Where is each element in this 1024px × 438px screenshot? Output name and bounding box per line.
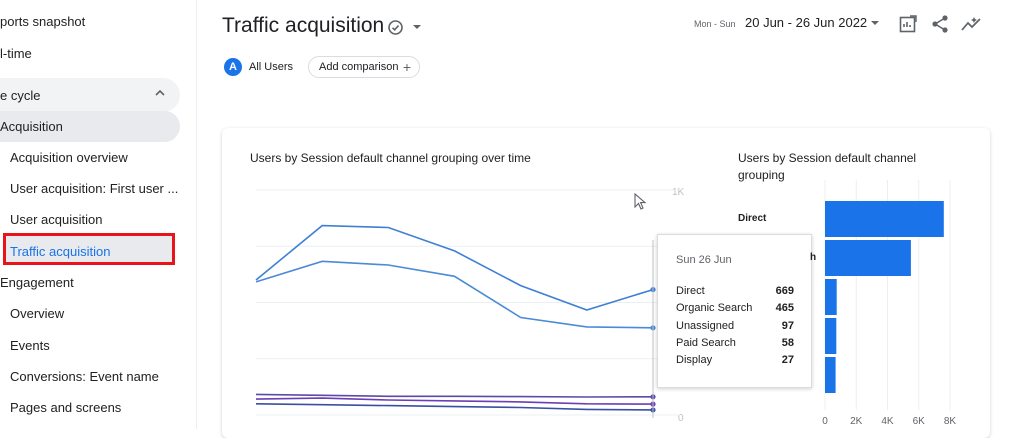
tooltip-row: Organic Search 465 — [676, 302, 794, 314]
bar-unassigned — [825, 279, 837, 315]
sidebar-item-overview[interactable]: Overview — [10, 306, 65, 321]
line-series-paid-search — [255, 397, 654, 405]
insights-icon[interactable] — [960, 14, 982, 34]
bar-x-tick-0: 0 — [822, 416, 828, 427]
sidebar-section-lifecycle-label: e cycle — [0, 88, 41, 103]
y-tick-1k: 1K — [672, 187, 685, 198]
tooltip-row-value: 58 — [781, 337, 794, 349]
segment-avatar: A — [224, 58, 242, 76]
y-tick-zero: 0 — [678, 413, 684, 424]
tooltip-row-label: Display — [676, 354, 713, 366]
line-series-direct — [255, 224, 654, 311]
date-range-label: Mon - Sun — [694, 19, 736, 29]
sidebar-item-user-acquisition[interactable]: User acquisition — [10, 212, 103, 227]
line-series-display — [255, 403, 654, 411]
sidebar-item-acquisition-label: Acquisition — [0, 119, 63, 134]
tooltip-row-value: 97 — [781, 320, 794, 332]
bar-chart-title-line2: grouping — [738, 168, 785, 182]
sidebar-item-conversions[interactable]: Conversions: Event name — [10, 369, 159, 384]
line-chart-title: Users by Session default channel groupin… — [250, 151, 531, 165]
bar-label-organic-search-partial: h — [810, 252, 817, 263]
bar-x-tick-4K: 4K — [881, 416, 894, 427]
share-icon[interactable] — [930, 14, 950, 34]
tooltip-row-label: Organic Search — [676, 302, 753, 314]
bar-x-tick-2K: 2K — [850, 416, 863, 427]
bar-chart-title-line1: Users by Session default channel — [738, 151, 917, 165]
dropdown-arrow-icon[interactable] — [411, 22, 423, 32]
page-title: Traffic acquisition — [222, 14, 385, 37]
mouse-cursor-icon — [634, 193, 647, 210]
sidebar-item-engagement[interactable]: Engagement — [0, 275, 74, 290]
tooltip-row-value: 27 — [781, 354, 794, 366]
add-comparison-button[interactable]: Add comparison + — [308, 56, 420, 78]
sidebar-item-acquisition-overview[interactable]: Acquisition overview — [10, 150, 128, 165]
tooltip-row-value: 669 — [775, 285, 794, 297]
add-comparison-label: Add comparison — [319, 61, 399, 73]
bar-x-tick-6K: 6K — [913, 416, 926, 427]
tooltip-row: Direct 669 — [676, 285, 794, 297]
tooltip-date: Sun 26 Jun — [676, 254, 732, 266]
verified-check-icon[interactable] — [387, 19, 404, 36]
bar-direct — [825, 201, 944, 237]
chart-card — [222, 128, 990, 438]
line-series-unassigned — [255, 393, 654, 398]
sidebar-item-traffic-acquisition-label: Traffic acquisition — [10, 244, 111, 259]
tooltip-row-label: Paid Search — [676, 337, 736, 349]
tooltip-row-label: Direct — [676, 285, 705, 297]
sidebar: ports snapshot l-time e cycle Acquisitio… — [0, 0, 197, 429]
line-series-organic-search — [255, 260, 654, 329]
date-range-picker[interactable]: 20 Jun - 26 Jun 2022 — [745, 15, 868, 30]
sidebar-section-lifecycle[interactable] — [0, 78, 180, 112]
tooltip-row-value: 465 — [775, 302, 794, 314]
sidebar-item-events[interactable]: Events — [10, 338, 50, 353]
sidebar-item-pages-and-screens[interactable]: Pages and screens — [10, 400, 122, 415]
tooltip-row-label: Unassigned — [676, 320, 735, 332]
bar-display — [825, 357, 836, 393]
sidebar-item-acquisition[interactable] — [0, 111, 180, 142]
segment-chip-all-users[interactable]: All Users — [249, 61, 294, 73]
plus-icon: + — [402, 59, 411, 75]
edit-report-icon[interactable] — [898, 14, 918, 34]
chevron-up-icon[interactable] — [153, 86, 167, 100]
chart-tooltip: Sun 26 Jun Direct 669 Organic Search 465 U… — [657, 234, 812, 388]
tooltip-row: Paid Search 58 — [676, 337, 794, 349]
charts-canvas: 1K 0 0 2K 4K 6K 8K — [255, 180, 957, 427]
tooltip-row: Unassigned 97 — [676, 320, 794, 332]
bar-paid-search — [825, 318, 837, 354]
tooltip-row: Display 27 — [676, 354, 794, 366]
bar-label-direct: Direct — [738, 213, 767, 224]
bar-x-tick-8K: 8K — [944, 416, 957, 427]
sidebar-item-realtime[interactable]: l-time — [0, 46, 32, 61]
bar-organic-search — [825, 240, 911, 276]
date-dropdown-icon[interactable] — [869, 18, 881, 28]
sidebar-item-user-acquisition-first-user[interactable]: User acquisition: First user ... — [10, 181, 179, 196]
sidebar-item-traffic-acquisition[interactable] — [3, 233, 175, 265]
sidebar-item-reports-snapshot[interactable]: ports snapshot — [0, 14, 86, 29]
